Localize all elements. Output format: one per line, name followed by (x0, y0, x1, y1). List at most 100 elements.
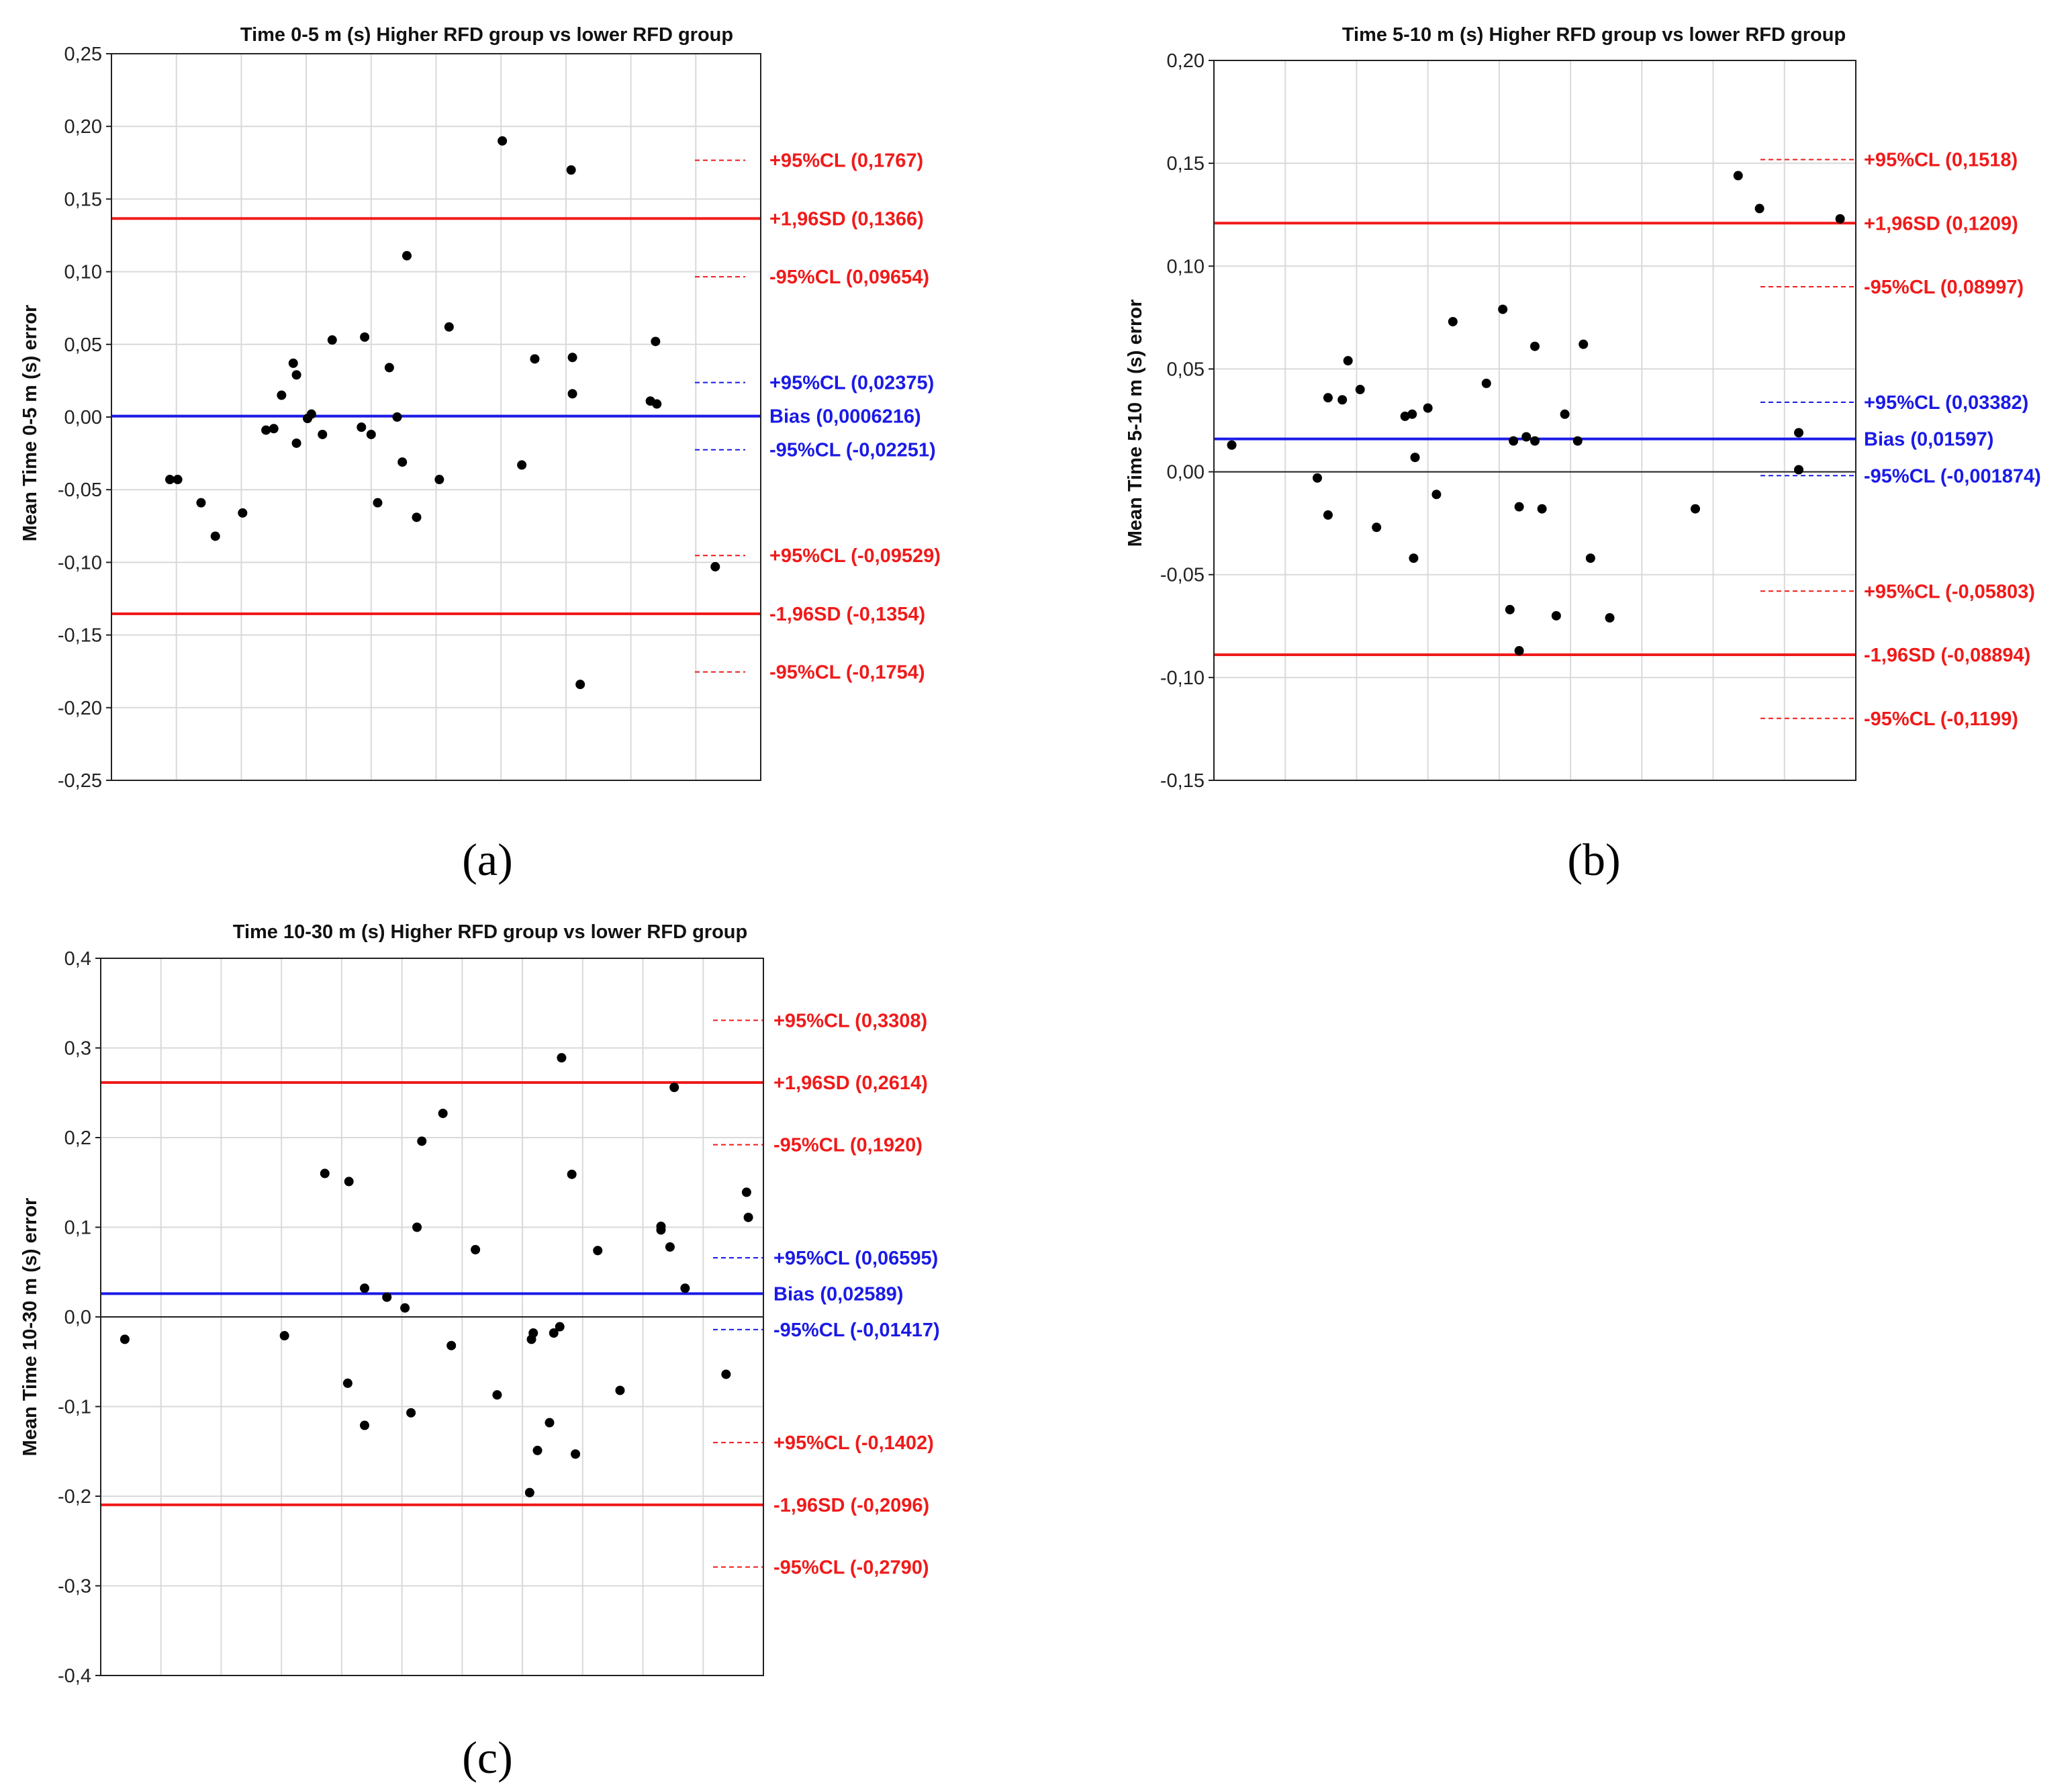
data-point (1754, 203, 1764, 214)
confidence-limit-label: -95%CL (-0,1199) (1864, 708, 2018, 730)
data-point (575, 680, 585, 690)
data-point (1337, 395, 1348, 405)
data-point (1400, 411, 1410, 421)
chart-c-plot-frame (100, 958, 764, 1676)
chart-a-points (165, 136, 720, 690)
chart-c-title: Time 10-30 m (s) Higher RFD group vs low… (233, 921, 747, 943)
data-point (549, 1328, 559, 1338)
data-point (196, 498, 206, 508)
data-point (438, 1108, 448, 1118)
data-point (1481, 378, 1491, 388)
data-point (291, 370, 301, 380)
limit-of-agreement-label: +1,96SD (0,2614) (773, 1072, 928, 1094)
data-point (492, 1390, 502, 1400)
y-tick-label: 0,25 (64, 44, 102, 65)
data-point (1323, 510, 1333, 520)
y-tick-label: 0,4 (64, 948, 91, 970)
y-tick-label: 0,0 (64, 1307, 91, 1328)
y-tick-label: -0,3 (58, 1576, 91, 1598)
y-tick-label: 0,1 (64, 1218, 91, 1239)
data-point (327, 335, 337, 345)
data-point (277, 390, 287, 400)
data-point (567, 353, 577, 363)
data-point (571, 1449, 581, 1459)
data-point (318, 429, 328, 439)
y-tick-label: -0,25 (58, 770, 102, 792)
limit-of-agreement-label: -1,96SD (-0,1354) (769, 604, 925, 625)
confidence-limit-label: +95%CL (0,1767) (769, 150, 923, 172)
chart-a-plot-frame (111, 53, 761, 781)
confidence-limit-label: +95%CL (-0,1402) (773, 1432, 934, 1454)
data-point (1505, 604, 1515, 614)
data-point (1572, 436, 1583, 446)
data-point (1514, 502, 1524, 512)
chart-a-reference-lines: +1,96SD (0,1366) -1,96SD (-0,1354) Bias (0… (111, 150, 941, 684)
data-point (567, 389, 577, 399)
data-point (498, 136, 508, 146)
chart-b-title: Time 5-10 m (s) Higher RFD group vs lowe… (1342, 24, 1846, 46)
y-tick-label: 0,10 (1167, 256, 1205, 277)
data-point (392, 412, 402, 422)
confidence-limit-label: +95%CL (0,03382) (1864, 392, 2028, 414)
y-tick-label: 0,05 (64, 334, 102, 356)
data-point (357, 422, 367, 432)
chart-b-ylabel: Mean Time 5-10 m (s) error (1125, 300, 1146, 547)
y-tick-label: -0,20 (58, 698, 102, 719)
chart-b-y-ticks: 0,20 0,15 0,10 0,05 0,00 -0,05 -0,10 -0,15 (1160, 50, 1214, 792)
confidence-limit-label: -95%CL (-0,1754) (769, 662, 925, 684)
data-point (557, 1053, 567, 1063)
y-tick-label: -0,15 (1160, 770, 1205, 792)
data-point (279, 1331, 289, 1341)
data-point (342, 1378, 352, 1388)
data-point (434, 475, 444, 485)
y-tick-label: 0,3 (64, 1038, 91, 1060)
data-point (1551, 610, 1561, 621)
data-point (743, 1212, 753, 1222)
y-tick-label: 0,10 (64, 262, 102, 283)
confidence-limit-label: +95%CL (-0,05803) (1864, 581, 2035, 602)
y-tick-label: 0,00 (1167, 462, 1205, 484)
data-point (471, 1244, 481, 1254)
data-point (1605, 613, 1615, 623)
data-point (567, 1169, 577, 1179)
data-point (288, 358, 298, 368)
confidence-limit-label: -95%CL (-0,001874) (1864, 465, 2041, 487)
data-point (1560, 409, 1570, 419)
data-point (238, 508, 248, 518)
data-point (1407, 409, 1417, 419)
data-point (528, 1328, 538, 1338)
data-point (269, 424, 279, 434)
confidence-limit-label: +95%CL (0,3308) (773, 1010, 927, 1031)
data-point (1372, 522, 1382, 533)
confidence-limit-label: -95%CL (0,09654) (769, 267, 929, 288)
data-point (1323, 393, 1333, 403)
bias-label: Bias (0,01597) (1864, 429, 1993, 451)
data-point (1794, 465, 1804, 475)
data-point (320, 1168, 330, 1179)
data-point (406, 1408, 416, 1418)
data-point (517, 460, 527, 470)
data-point (165, 475, 175, 485)
data-point (366, 429, 376, 439)
data-point (1448, 316, 1458, 326)
chart-a-ylabel: Mean Time 0-5 m (s) error (19, 305, 41, 541)
data-point (530, 354, 540, 364)
y-tick-label: 0,05 (1167, 359, 1205, 380)
data-point (1537, 504, 1547, 514)
y-tick-label: -0,15 (58, 625, 102, 647)
data-point (384, 363, 394, 373)
data-point (444, 322, 454, 332)
y-tick-label: -0,10 (58, 552, 102, 573)
data-point (1835, 214, 1845, 224)
data-point (566, 165, 576, 175)
data-point (400, 1303, 410, 1313)
data-point (173, 475, 183, 485)
data-point (291, 438, 301, 448)
chart-c: Time 10-30 m (s) Higher RFD group vs low… (19, 921, 940, 1783)
y-tick-label: 0,15 (64, 189, 102, 210)
data-point (652, 399, 662, 409)
data-point (417, 1136, 427, 1146)
data-point (532, 1445, 543, 1455)
y-tick-label: -0,05 (58, 479, 102, 501)
